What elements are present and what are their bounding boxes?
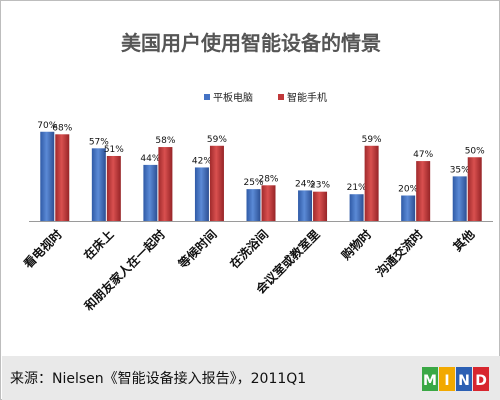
bar-tablet-5 bbox=[246, 189, 261, 221]
category-label-2: 在床上 bbox=[80, 227, 116, 263]
bar-phone-4 bbox=[209, 145, 224, 221]
bar-tablet-1 bbox=[40, 131, 55, 221]
category-label-8: 沟通交流时 bbox=[373, 227, 426, 280]
value-label-tablet-9: 35% bbox=[450, 165, 470, 175]
bar-tablet-7 bbox=[349, 194, 364, 221]
value-label-tablet-4: 42% bbox=[192, 156, 212, 166]
bar-tablet-9 bbox=[452, 176, 467, 221]
logo-tile-4 bbox=[473, 367, 489, 391]
value-label-phone-6: 23% bbox=[310, 181, 330, 191]
value-label-tablet-3: 44% bbox=[140, 154, 160, 164]
value-label-phone-8: 47% bbox=[413, 150, 433, 160]
value-label-phone-5: 28% bbox=[258, 174, 278, 184]
bar-phone-5 bbox=[261, 185, 276, 221]
value-label-tablet-6: 24% bbox=[295, 179, 315, 189]
bar-tablet-4 bbox=[194, 167, 209, 221]
bar-phone-3 bbox=[158, 147, 173, 221]
bar-phone-2 bbox=[106, 155, 121, 221]
bar-tablet-3 bbox=[143, 164, 158, 221]
bar-chart: 平板电脑 智能手机70%68%看电视时57%51%在床上44%58%和朋友家人在一… bbox=[20, 91, 493, 314]
bar-phone-8 bbox=[416, 161, 431, 221]
value-label-tablet-8: 20% bbox=[398, 185, 418, 195]
logo-tile-1 bbox=[422, 367, 438, 391]
legend-swatch-2 bbox=[278, 94, 284, 100]
logo-tile-3 bbox=[456, 367, 472, 391]
legend-swatch-1 bbox=[204, 94, 210, 100]
value-label-phone-3: 58% bbox=[155, 136, 175, 146]
bar-tablet-8 bbox=[401, 195, 416, 221]
category-label-7: 购物时 bbox=[338, 227, 374, 263]
value-label-phone-4: 59% bbox=[207, 135, 227, 145]
value-label-phone-9: 50% bbox=[465, 146, 485, 156]
bar-phone-7 bbox=[364, 145, 379, 221]
logo-letter-1: M bbox=[423, 373, 437, 389]
bar-tablet-2 bbox=[91, 148, 106, 221]
value-label-tablet-7: 21% bbox=[347, 183, 367, 193]
category-label-5: 在洗浴间 bbox=[227, 227, 272, 272]
logo-tile-2 bbox=[439, 367, 455, 391]
category-label-4: 等候时间 bbox=[174, 227, 219, 272]
category-label-1: 看电视时 bbox=[20, 227, 65, 272]
source-note: 来源：Nielsen《智能设备接入报告》，2011Q1 bbox=[10, 371, 307, 387]
chart-title: 美国用户使用智能设备的情景 bbox=[121, 31, 381, 55]
bar-phone-9 bbox=[467, 157, 482, 221]
value-label-tablet-5: 25% bbox=[243, 178, 263, 188]
legend-label-1: 平板电脑 bbox=[213, 91, 253, 104]
value-label-tablet-1: 70% bbox=[37, 121, 57, 131]
logo-letter-2: I bbox=[444, 373, 449, 389]
value-label-phone-1: 68% bbox=[52, 123, 72, 133]
category-label-9: 其他 bbox=[450, 227, 478, 255]
bar-phone-6 bbox=[313, 191, 328, 221]
value-label-tablet-2: 57% bbox=[89, 137, 109, 147]
legend-label-2: 智能手机 bbox=[287, 91, 327, 104]
bar-phone-1 bbox=[55, 134, 70, 221]
value-label-phone-2: 51% bbox=[104, 145, 124, 155]
logo-letter-4: D bbox=[475, 373, 487, 389]
value-label-phone-7: 59% bbox=[362, 135, 382, 145]
bar-tablet-6 bbox=[298, 190, 313, 221]
logo-letter-3: N bbox=[458, 373, 470, 389]
